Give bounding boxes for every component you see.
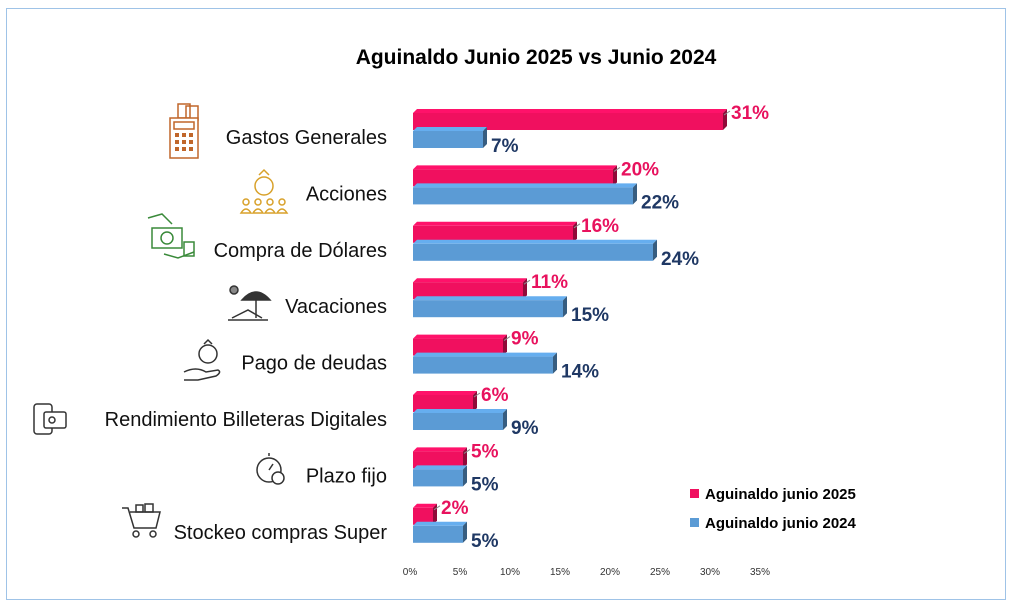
category-label-7: Stockeo compras Super	[174, 522, 388, 544]
bar-2025-5	[413, 391, 477, 412]
data-label-2025-6: 5%	[471, 441, 499, 462]
bar-2024-0	[413, 127, 487, 148]
data-label-2024-6: 5%	[471, 474, 499, 495]
dollar-exchange-icon	[147, 213, 195, 259]
category-label-0: Gastos Generales	[226, 127, 387, 149]
category-label-4: Pago de deudas	[241, 353, 387, 375]
data-label-2025-2: 16%	[581, 216, 619, 237]
hand-money-bag-icon	[183, 338, 221, 381]
data-label-2025-1: 20%	[621, 159, 659, 180]
legend-item-2024: Aguinaldo junio 2024	[690, 515, 857, 532]
bar-2024-2	[413, 239, 657, 261]
bar-2025-1	[413, 165, 617, 187]
chart-title: Aguinaldo Junio 2025 vs Junio 2024	[356, 46, 717, 69]
bar-2025-3	[413, 278, 527, 300]
legend-swatch	[690, 489, 699, 498]
data-label-2025-3: 11%	[531, 272, 568, 293]
x-tick-30: 30%	[700, 567, 720, 578]
category-labels: 31% 7% Gastos Generales 20% 22% Acciones 16% 24…	[105, 103, 769, 552]
bar-2024-4	[413, 352, 557, 374]
category-label-3: Vacaciones	[285, 296, 387, 318]
legend-label: Aguinaldo junio 2025	[705, 486, 856, 503]
data-label-2024-1: 22%	[641, 192, 679, 213]
data-label-2024-7: 5%	[471, 531, 499, 552]
data-label-2024-3: 15%	[571, 305, 609, 326]
bar-2024-1	[413, 183, 637, 205]
bar-2025-2	[413, 221, 577, 243]
data-label-2024-0: 7%	[491, 136, 519, 157]
x-tick-20: 20%	[600, 567, 620, 578]
data-label-2025-4: 9%	[511, 329, 539, 350]
data-label-2024-5: 9%	[511, 418, 539, 439]
x-tick-35: 35%	[750, 567, 770, 578]
bar-2024-5	[413, 409, 507, 430]
digital-wallet-icon	[33, 403, 67, 435]
bars	[413, 109, 731, 543]
x-tick-10: 10%	[500, 567, 520, 578]
data-label-2024-4: 14%	[561, 362, 599, 383]
category-label-5: Rendimiento Billeteras Digitales	[105, 409, 387, 431]
data-label-2025-7: 2%	[441, 498, 469, 519]
data-label-2025-0: 31%	[731, 103, 769, 124]
x-axis-ticks: 0% 5% 10% 15% 20% 25% 30% 35%	[403, 567, 770, 578]
category-label-1: Acciones	[306, 183, 387, 205]
x-tick-25: 25%	[650, 567, 670, 578]
legend-label: Aguinaldo junio 2024	[705, 515, 857, 532]
bar-2025-0	[413, 109, 727, 130]
calculator-icon	[169, 103, 199, 159]
money-bag-people-icon	[239, 168, 289, 214]
bar-2024-3	[413, 296, 567, 318]
bar-2025-6	[413, 447, 467, 469]
bar-2024-7	[413, 521, 467, 543]
x-tick-15: 15%	[550, 567, 570, 578]
x-tick-5: 5%	[453, 567, 468, 578]
chart-frame	[6, 8, 1006, 600]
legend: Aguinaldo junio 2025 Aguinaldo junio 2024	[690, 486, 857, 532]
data-label-2025-5: 6%	[481, 385, 509, 406]
x-tick-0: 0%	[403, 567, 418, 578]
category-label-6: Plazo fijo	[306, 465, 387, 487]
legend-swatch	[690, 518, 699, 527]
shopping-cart-icon	[122, 503, 161, 538]
bar-2025-4	[413, 334, 507, 356]
stopwatch-dollar-icon	[256, 453, 285, 485]
bar-2024-6	[413, 465, 467, 487]
legend-item-2025: Aguinaldo junio 2025	[690, 486, 856, 503]
bar-2025-7	[413, 503, 437, 525]
category-label-2: Compra de Dólares	[214, 240, 387, 262]
category-icons	[33, 103, 289, 538]
data-label-2024-2: 24%	[661, 249, 699, 270]
beach-umbrella-icon	[228, 285, 272, 321]
